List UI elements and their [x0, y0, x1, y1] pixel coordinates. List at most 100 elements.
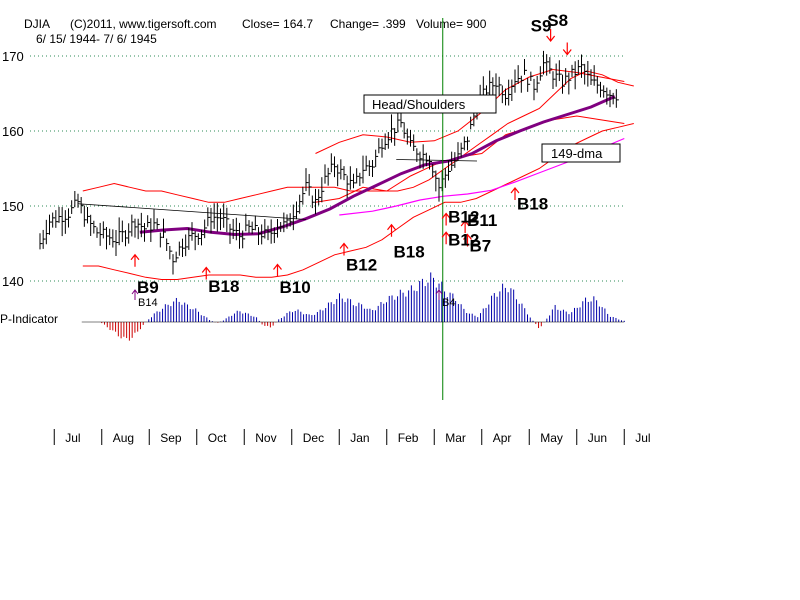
- moving-average-layer: [139, 95, 625, 237]
- price-bar: [292, 204, 296, 231]
- price-bar: [609, 89, 613, 108]
- price-bar: [166, 238, 170, 252]
- price-bar: [457, 142, 461, 161]
- price-bar: [144, 223, 147, 242]
- month-label-jul: Jul: [635, 431, 650, 445]
- buy-signal-arrow-b18: [201, 266, 211, 280]
- price-bar: [577, 59, 581, 75]
- buy-signal-arrow-b18: [510, 187, 520, 200]
- price-bar: [61, 207, 65, 237]
- price-bar: [438, 177, 442, 202]
- y-tick-label-170: 170: [2, 49, 24, 64]
- price-bar: [235, 217, 239, 241]
- y-tick-label-150: 150: [2, 199, 24, 214]
- price-bar: [106, 226, 109, 250]
- price-bar: [533, 78, 537, 101]
- buy-signal-arrow-b12: [339, 242, 349, 256]
- price-bar: [581, 54, 584, 78]
- price-bar: [419, 151, 423, 169]
- price-bar: [562, 74, 565, 94]
- price-bar: [128, 223, 132, 244]
- price-bar: [543, 50, 546, 75]
- price-bar: [74, 190, 78, 208]
- price-bar: [242, 230, 246, 249]
- price-bar: [422, 144, 426, 169]
- month-label-apr: Apr: [493, 431, 512, 445]
- price-bar: [501, 85, 505, 104]
- price-bar: [552, 71, 556, 89]
- price-bar: [587, 60, 591, 87]
- price-bar: [387, 131, 391, 149]
- price-bar: [321, 177, 325, 203]
- month-label-jan: Jan: [350, 431, 369, 445]
- upper-band-line: [82, 70, 634, 203]
- price-bar: [603, 85, 607, 98]
- price-bar: [353, 173, 356, 189]
- price-bar: [451, 151, 455, 171]
- price-bar: [185, 234, 189, 257]
- price-bar: [229, 223, 233, 244]
- price-bar: [254, 215, 258, 231]
- price-bar: [413, 134, 417, 151]
- price-bar: [125, 230, 128, 247]
- month-label-nov: Nov: [255, 431, 276, 445]
- price-bar: [267, 225, 271, 241]
- price-bars-layer: [39, 50, 619, 275]
- price-bar: [175, 251, 179, 263]
- price-bar: [55, 210, 59, 228]
- buy-signal-arrow-b7: [463, 233, 472, 247]
- price-bar: [463, 136, 467, 151]
- month-axis: Jul Aug Sep Oct Nov Dec Jan Feb Mar Apr May Jun Jul: [53, 429, 651, 445]
- price-bar: [596, 75, 600, 94]
- head-shoulders-label: Head/Shoulders: [372, 97, 466, 112]
- lower-band-line: [82, 123, 634, 280]
- price-bar: [530, 71, 534, 82]
- price-bar: [555, 63, 559, 87]
- price-bar: [90, 214, 94, 236]
- price-bar: [615, 89, 619, 108]
- price-bar: [495, 73, 499, 97]
- price-bar: [172, 254, 176, 275]
- price-bar: [150, 218, 154, 242]
- price-bar: [324, 164, 328, 184]
- price-bar: [381, 138, 385, 158]
- buy-signal-label-b18: B18: [517, 195, 548, 214]
- price-bar: [318, 189, 322, 206]
- price-bar: [470, 116, 474, 130]
- month-label-aug: Aug: [113, 431, 134, 445]
- price-bar: [606, 87, 610, 105]
- price-bar: [109, 228, 113, 246]
- price-bar: [539, 66, 543, 81]
- price-bar: [163, 218, 166, 239]
- month-label-sep: Sep: [160, 431, 182, 445]
- price-bar: [356, 168, 360, 184]
- buy-signal-label-b12: B12: [346, 255, 377, 274]
- price-bar: [245, 213, 249, 232]
- price-bar: [372, 159, 375, 178]
- price-bar: [330, 153, 334, 173]
- price-bar: [343, 166, 347, 181]
- price-bar: [302, 186, 306, 205]
- price-bar: [454, 152, 458, 168]
- price-bar: [102, 221, 106, 239]
- buy-signal-label-b10: B10: [280, 278, 311, 297]
- price-bar: [194, 231, 198, 251]
- price-bar: [403, 122, 407, 139]
- buy-signal-arrow-b12: [441, 212, 451, 226]
- price-bar: [435, 170, 439, 192]
- price-bar: [264, 219, 268, 239]
- price-bar: [299, 194, 303, 214]
- price-bar: [226, 207, 230, 233]
- price-bar: [87, 206, 90, 224]
- price-bar: [156, 218, 160, 230]
- price-bar: [191, 222, 195, 241]
- price-bar: [349, 166, 353, 190]
- price-bar: [391, 114, 394, 143]
- price-bar: [204, 219, 208, 239]
- ticker-label: DJIA: [24, 17, 50, 31]
- indicator-signal-arrow-b4: [435, 289, 443, 300]
- price-bar: [489, 70, 493, 96]
- price-bar: [416, 148, 420, 162]
- head-shoulders-box: [363, 94, 497, 114]
- price-bar: [384, 133, 388, 150]
